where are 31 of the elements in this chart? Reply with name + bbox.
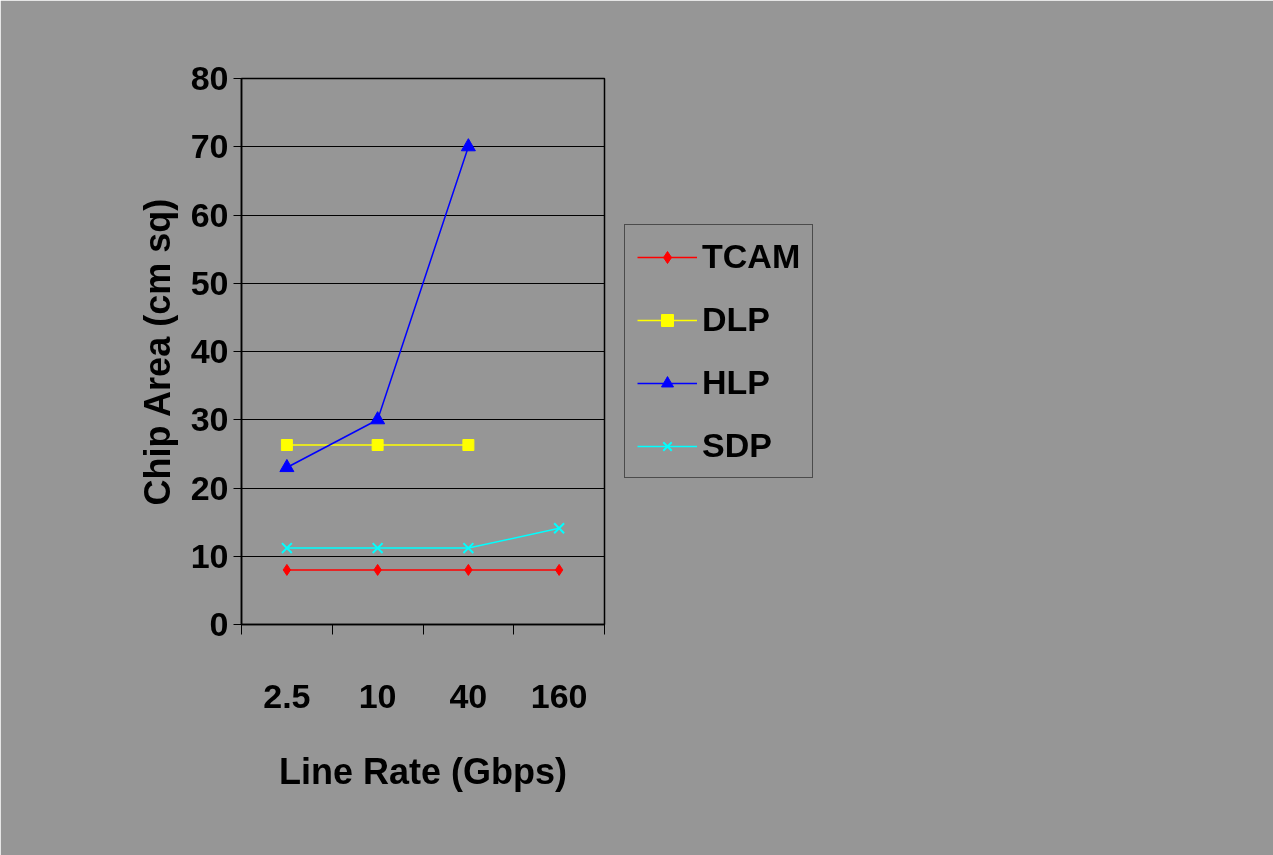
y-tick-label: 60 [190, 195, 229, 234]
x-tick-label: 160 [530, 676, 588, 715]
point [280, 542, 293, 555]
y-tick-label: 20 [190, 468, 229, 507]
point [371, 542, 384, 555]
point [462, 439, 475, 451]
y-axis-title: Chip Area (cm sq) [136, 198, 178, 506]
y-tick-label: 80 [190, 59, 229, 97]
point [462, 542, 475, 555]
y-tick-label: 50 [190, 263, 229, 302]
legend-label: SDP [702, 426, 772, 465]
x-tick-label: 10 [358, 676, 397, 715]
point [553, 522, 566, 535]
point [279, 458, 295, 473]
y-tick-label: 10 [190, 536, 229, 575]
point [370, 411, 386, 425]
point [280, 439, 293, 451]
x-axis-title: Line Rate (Gbps) [278, 750, 568, 792]
legend-label: HLP [702, 363, 770, 402]
legend-label: DLP [702, 300, 770, 339]
legend-label: TCAM [702, 237, 801, 276]
y-tick-label: 0 [209, 605, 229, 643]
point [554, 563, 564, 576]
y-tick-label: 40 [190, 332, 229, 370]
x-tick-label: 40 [449, 676, 488, 715]
y-tick-label: 30 [190, 400, 229, 439]
point [460, 138, 476, 152]
y-tick-label: 70 [190, 127, 229, 166]
point [282, 563, 292, 576]
point [371, 439, 384, 451]
x-tick-label: 2.5 [263, 676, 311, 715]
